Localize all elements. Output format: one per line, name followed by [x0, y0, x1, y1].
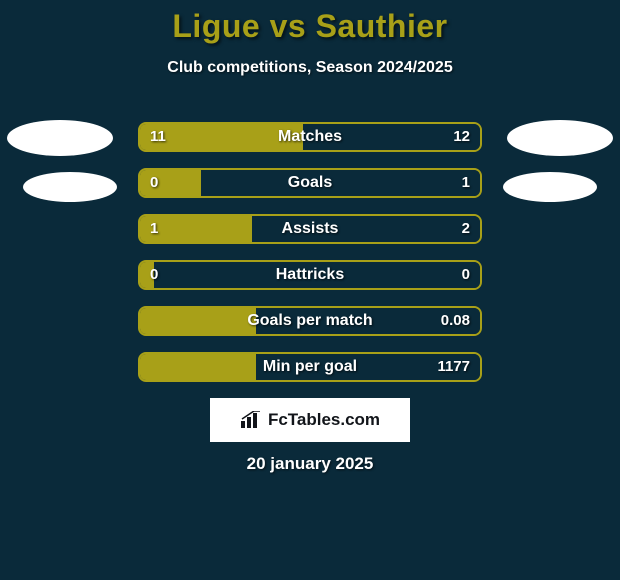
player-right-avatar-shape-2 [503, 172, 597, 202]
stats-container: 11Matches120Goals11Assists20Hattricks0Go… [138, 122, 482, 398]
stat-row: 0Goals1 [138, 168, 482, 198]
stat-value-right: 1 [462, 170, 470, 196]
stat-label: Goals [140, 170, 480, 196]
stat-row: Min per goal1177 [138, 352, 482, 382]
page-title: Ligue vs Sauthier [0, 0, 620, 45]
stat-label: Hattricks [140, 262, 480, 288]
stat-value-right: 2 [462, 216, 470, 242]
player-right-avatar-shape-1 [507, 120, 613, 156]
stat-label: Goals per match [140, 308, 480, 334]
bar-chart-icon [240, 411, 262, 429]
stat-value-right: 12 [453, 124, 470, 150]
stat-row: 1Assists2 [138, 214, 482, 244]
stat-value-right: 0.08 [441, 308, 470, 334]
stat-row: 11Matches12 [138, 122, 482, 152]
stat-value-right: 1177 [437, 354, 470, 380]
player-left-avatar-shape-1 [7, 120, 113, 156]
player-left-avatar-shape-2 [23, 172, 117, 202]
stat-label: Min per goal [140, 354, 480, 380]
stat-row: Goals per match0.08 [138, 306, 482, 336]
brand-text: FcTables.com [268, 410, 380, 430]
brand-badge: FcTables.com [210, 398, 410, 442]
footer-date: 20 january 2025 [0, 454, 620, 474]
stat-row: 0Hattricks0 [138, 260, 482, 290]
stat-label: Matches [140, 124, 480, 150]
page-subtitle: Club competitions, Season 2024/2025 [0, 59, 620, 77]
comparison-card: Ligue vs Sauthier Club competitions, Sea… [0, 0, 620, 580]
stat-label: Assists [140, 216, 480, 242]
stat-value-right: 0 [462, 262, 470, 288]
